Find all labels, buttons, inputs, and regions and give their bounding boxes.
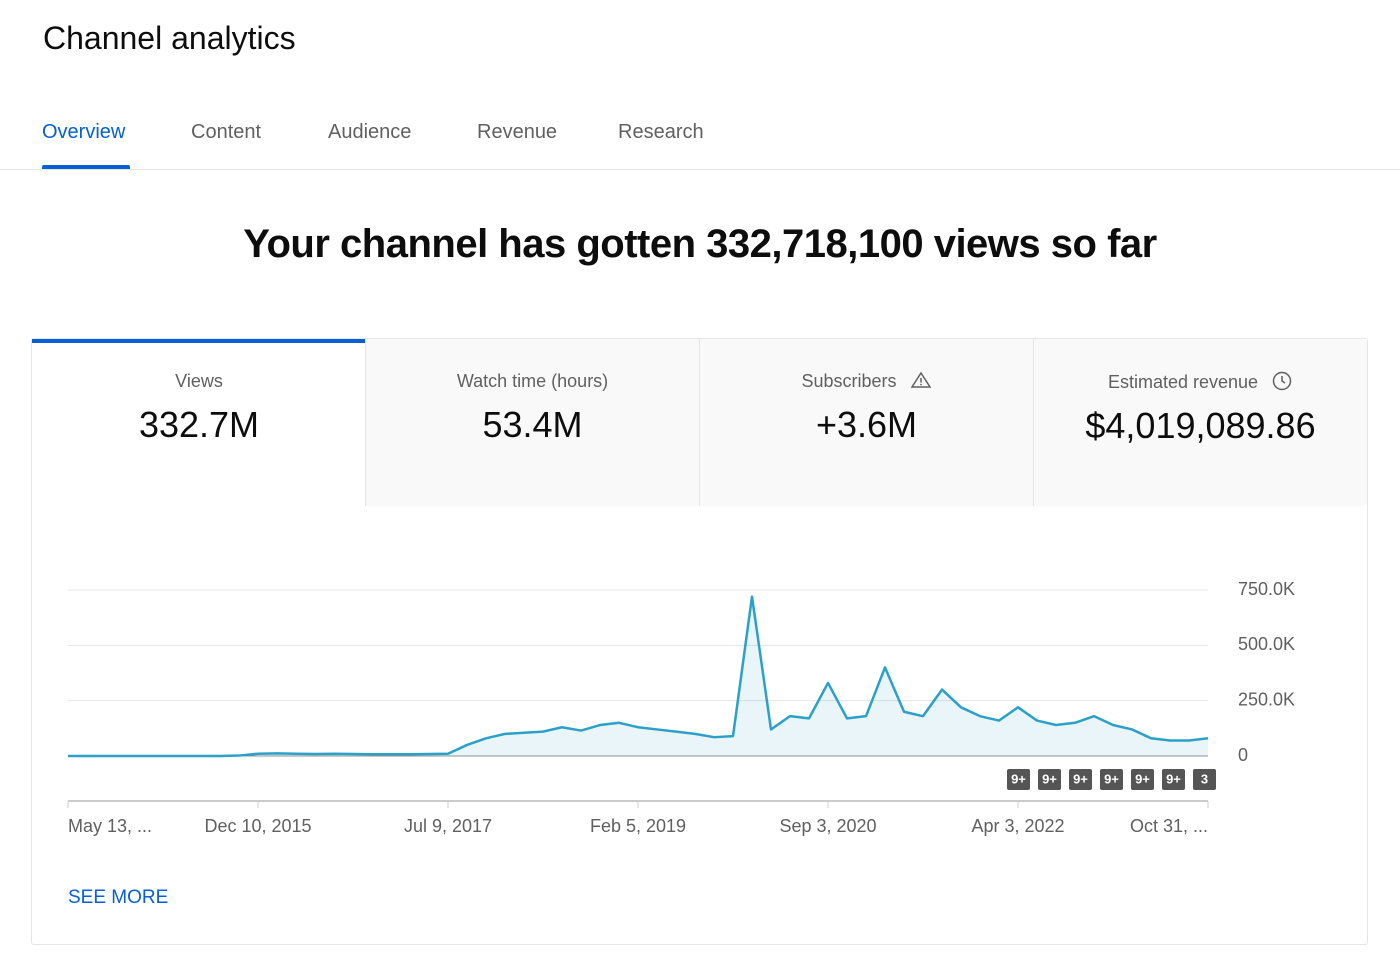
annotation-label: 9+ [1135, 771, 1150, 786]
see-more-link[interactable]: SEE MORE [68, 887, 169, 908]
tab-divider [0, 169, 1400, 170]
annotation-badge [1131, 769, 1154, 790]
annotation-badge [1193, 769, 1216, 790]
x-tick-label: Sep 3, 2020 [779, 816, 876, 836]
metric-tab[interactable]: Watch time (hours) 53.4M [365, 339, 699, 506]
x-tick-label: Oct 31, ... [1130, 816, 1208, 836]
metric-label: Views [175, 371, 223, 391]
metric-label: Subscribers [801, 371, 897, 391]
annotation-badge [1162, 769, 1185, 790]
x-tick-label: May 13, ... [68, 816, 152, 836]
x-tick-label: Feb 5, 2019 [590, 816, 686, 836]
line [68, 595, 1209, 758]
annotation-badge [1038, 769, 1061, 790]
metric-value: $4,019,089.86 [1085, 405, 1316, 446]
annotation-label: 9+ [1042, 771, 1057, 786]
tab-indicator [42, 165, 130, 169]
tab[interactable]: Audience [328, 121, 412, 143]
tab[interactable]: Revenue [477, 121, 558, 143]
metric-tab[interactable]: Estimated revenue $4,019,089.86 [1033, 339, 1367, 506]
metric-tab[interactable]: Views 332.7M [32, 339, 366, 506]
metric-label: Watch time (hours) [456, 371, 609, 391]
annotation-label: 9+ [1104, 771, 1119, 786]
x-tick-label: Dec 10, 2015 [204, 816, 311, 836]
annotation-label: 9+ [1166, 771, 1181, 786]
page-title: Channel analytics [43, 20, 296, 56]
annotation-badge [1069, 769, 1092, 790]
annotation-label: 9+ [1073, 771, 1088, 786]
metric-value: +3.6M [815, 404, 918, 445]
metric-label-row: Subscribers [700, 371, 1033, 392]
annotation-badge [1100, 769, 1123, 790]
metric-label: Estimated revenue [1107, 372, 1259, 392]
tab[interactable]: Overview [42, 121, 126, 143]
warning-icon [910, 371, 931, 388]
y-tick-label: 750.0K [1238, 579, 1295, 599]
tab[interactable]: Content [191, 121, 262, 143]
tab[interactable]: Research [618, 121, 704, 143]
y-tick-label: 500.0K [1238, 634, 1295, 654]
y-tick-label: 0 [1238, 745, 1248, 765]
annotation-label: 3 [1201, 771, 1208, 786]
headline: Your channel has gotten 332,718,100 view… [243, 222, 1157, 266]
annotation-badge [1007, 769, 1030, 790]
x-tick-label: Jul 9, 2017 [404, 816, 492, 836]
card [31, 338, 1368, 945]
metric-label-row: Estimated revenue [1034, 371, 1367, 393]
annotation-label: 9+ [1011, 771, 1026, 786]
area [68, 596, 1208, 756]
metric-value: 332.7M [138, 404, 260, 445]
y-tick-label: 250.0K [1238, 689, 1295, 709]
x-tick-label: Apr 3, 2022 [971, 816, 1064, 836]
metric-value: 53.4M [482, 404, 583, 445]
metric-tab[interactable]: Subscribers +3.6M [699, 339, 1033, 506]
clock-icon [1272, 371, 1292, 391]
